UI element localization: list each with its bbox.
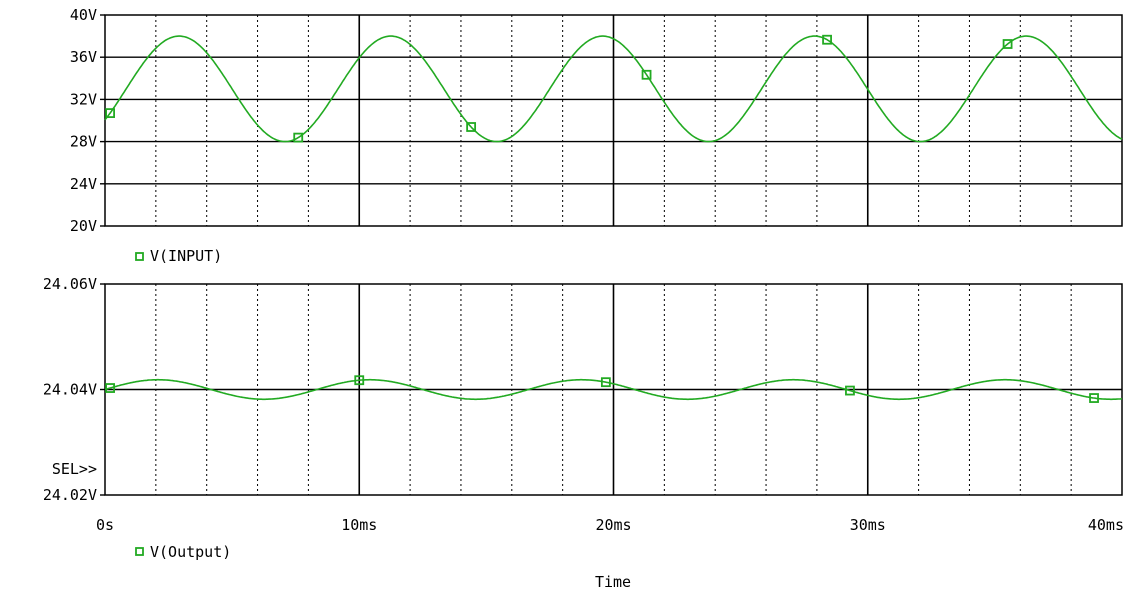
output-legend[interactable]: V(Output) (135, 543, 231, 561)
x-tick-label: 0s (96, 516, 114, 534)
y-tick-label: 24.04V (43, 381, 97, 399)
data-point-marker (1089, 393, 1099, 403)
data-point-marker (641, 69, 652, 80)
top-frame (104, 14, 1123, 227)
data-point-marker (822, 34, 832, 45)
output-trace-group (104, 375, 1123, 403)
x-tick-label: 30ms (850, 516, 886, 534)
bottom-y-tick-labels: 24.02V 24.04V 24.06V (43, 275, 97, 504)
top-y-tick-labels: 20V 24V 28V 32V 36V 40V (70, 6, 97, 235)
y-tick-label: 24V (70, 175, 97, 193)
x-axis-title: Time (595, 573, 631, 591)
input-trace-group (104, 34, 1123, 143)
bottom-panel: 24.02V 24.04V 24.06V SEL>> (43, 275, 1123, 504)
x-tick-label: 20ms (595, 516, 631, 534)
x-tick-label: 10ms (341, 516, 377, 534)
output-trace (104, 378, 1123, 401)
y-tick-label: 24.02V (43, 486, 97, 504)
data-point-marker (466, 122, 477, 132)
input-trace (104, 35, 1123, 143)
input-legend-marker (135, 252, 144, 261)
top-grid (100, 14, 1122, 227)
top-panel: 20V 24V 28V 32V 36V 40V (70, 6, 1123, 235)
data-point-marker (293, 132, 304, 143)
y-tick-label: 40V (70, 6, 97, 24)
x-tick-label: 40ms (1088, 516, 1124, 534)
y-tick-label: 32V (70, 90, 97, 108)
data-point-marker (105, 383, 115, 393)
y-tick-label: 20V (70, 217, 97, 235)
input-legend[interactable]: V(INPUT) (135, 247, 222, 265)
sel-marker-label: SEL>> (52, 460, 97, 478)
y-tick-label: 36V (70, 48, 97, 66)
y-tick-label: 24.06V (43, 275, 97, 293)
output-legend-marker (135, 547, 144, 556)
y-tick-label: 28V (70, 133, 97, 151)
data-point-marker (600, 377, 611, 388)
data-point-marker (845, 385, 855, 396)
data-point-marker (105, 108, 115, 118)
output-legend-label: V(Output) (150, 543, 231, 561)
bottom-grid (100, 283, 1122, 496)
input-legend-label: V(INPUT) (150, 247, 222, 265)
data-point-marker (354, 375, 365, 386)
x-tick-labels: 0s 10ms 20ms 30ms 40ms (96, 516, 1124, 534)
data-point-marker (1002, 39, 1013, 49)
